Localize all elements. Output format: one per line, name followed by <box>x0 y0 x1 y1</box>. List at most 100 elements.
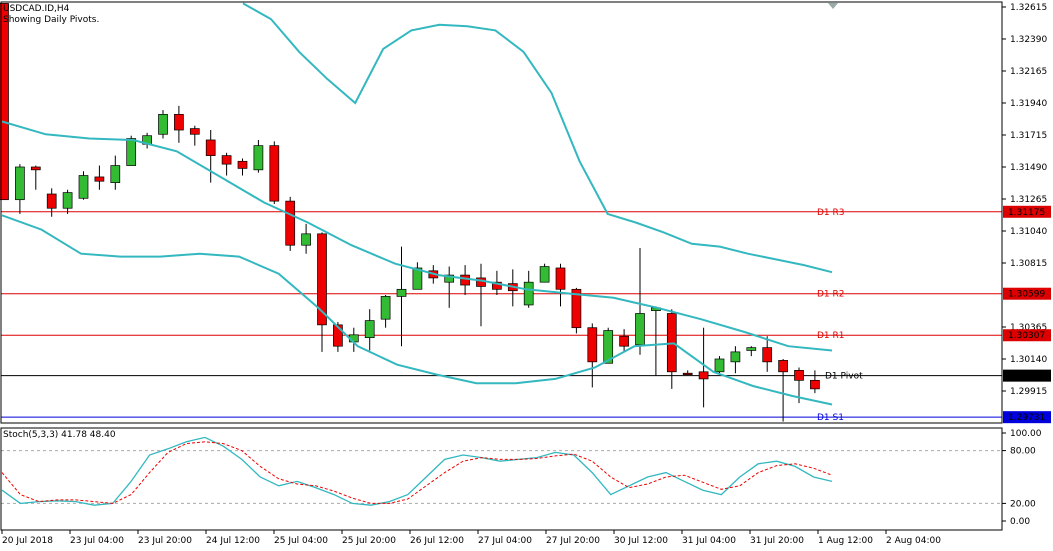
bear-candle <box>571 288 582 329</box>
bear-candle <box>682 372 693 375</box>
bull-candle <box>364 320 375 339</box>
bull-candle <box>253 145 264 171</box>
bear-candle <box>94 176 105 182</box>
pivot-price-tag <box>1003 287 1051 300</box>
time-tick-label: 27 Jul 04:00 <box>478 536 532 546</box>
bear-candle <box>174 114 184 131</box>
time-tick-label: 24 Jul 12:00 <box>206 536 260 546</box>
time-tick-label: 20 Jul 2018 <box>2 536 53 546</box>
bull-candle <box>158 114 168 135</box>
bull-candle <box>126 138 137 166</box>
bear-candle <box>317 233 327 326</box>
price-tick-label: 1.31040 <box>1010 227 1047 237</box>
price-tick-label: 1.32615 <box>1010 3 1047 13</box>
bollinger-upper <box>242 2 833 274</box>
price-tick-label: 1.30815 <box>1010 259 1047 269</box>
bull-candle <box>730 351 741 363</box>
bull-candle <box>523 281 534 306</box>
pivot-price-label: 1.31175 <box>1008 208 1045 218</box>
stochastic-pane <box>1 436 1002 506</box>
time-tick-label: 2 Aug 04:00 <box>886 536 941 546</box>
stoch-signal-line <box>1 441 833 504</box>
price-tick-label: 1.30365 <box>1010 323 1047 333</box>
bull-candle <box>746 347 757 351</box>
bear-candle <box>810 379 820 390</box>
bear-candle <box>269 145 280 202</box>
bull-candle <box>539 266 550 283</box>
bear-candle <box>285 200 296 246</box>
bull-candle <box>603 330 614 364</box>
bull-candle <box>396 288 407 297</box>
bull-candle <box>301 233 311 246</box>
time-tick-label: 30 Jul 12:00 <box>614 536 668 546</box>
pivot-price-tag <box>1003 205 1051 218</box>
bollinger-lower <box>1 214 833 406</box>
pivot-level-name: D1 Pivot <box>825 372 863 382</box>
stoch-main-line <box>1 436 833 506</box>
pivot-price-tag <box>1003 329 1051 342</box>
bear-candle <box>221 155 232 165</box>
price-tick-label: 1.30140 <box>1010 355 1047 365</box>
bear-candle <box>778 360 788 373</box>
time-tick-label: 26 Jul 12:00 <box>410 536 464 546</box>
time-tick-label: 23 Jul 04:00 <box>70 536 124 546</box>
bear-candle <box>0 3 9 201</box>
pivot-level-name: D1 R2 <box>817 290 845 300</box>
bear-candle <box>762 347 773 363</box>
price-tick-label: 1.32165 <box>1010 67 1047 77</box>
bull-candle <box>78 175 89 199</box>
stoch-tick-label: 80.00 <box>1010 447 1036 457</box>
stoch-tick-label: 100.00 <box>1010 429 1042 439</box>
bear-candle <box>189 128 200 135</box>
stoch-tick-label: 20.00 <box>1010 499 1036 509</box>
stoch-label: Stoch(5,3,3) 41.78 48.40 <box>3 430 116 440</box>
price-tick-label: 1.29915 <box>1010 387 1047 397</box>
bull-candle <box>15 166 25 201</box>
stoch-pane-frame <box>0 427 1003 531</box>
bull-candle <box>380 296 391 320</box>
price-pane: D1 R3 D1 R2 D1 R1 D1 Pivot D1 S1 <box>0 2 1002 423</box>
bear-candle <box>205 139 216 156</box>
pivot-price-label: 1.30599 <box>1008 290 1045 300</box>
time-tick-label: 1 Aug 12:00 <box>818 536 873 546</box>
bull-candle <box>635 313 645 346</box>
bear-candle <box>555 267 566 290</box>
pivot-level-name: D1 R1 <box>817 331 845 341</box>
time-tick-label: 25 Jul 04:00 <box>274 536 328 546</box>
bear-candle <box>333 324 343 347</box>
bollinger-middle <box>1 120 833 352</box>
bear-candle <box>46 193 57 209</box>
bear-candle <box>30 166 41 171</box>
pivot-price-label: 1.30307 <box>1008 331 1045 341</box>
bull-candle <box>444 274 455 283</box>
pivot-price-label: 1.30023 <box>1008 372 1045 382</box>
bear-candle <box>698 371 709 380</box>
price-tick-label: 1.31715 <box>1010 131 1047 141</box>
price-tick-label: 1.32390 <box>1010 35 1047 45</box>
chart-symbol: USDCAD.ID,H4 <box>3 4 70 14</box>
pivot-price-tag <box>1003 411 1051 424</box>
pivot-price-tag <box>1003 369 1051 382</box>
chart-shift-marker <box>828 3 838 9</box>
pivot-level-name: D1 R3 <box>817 208 845 218</box>
bull-candle <box>412 267 423 290</box>
bear-candle <box>237 160 248 169</box>
stoch-tick-label: 0.00 <box>1010 517 1030 527</box>
pivot-note: Showing Daily Pivots. <box>3 15 100 25</box>
price-tick-label: 1.31940 <box>1010 99 1047 109</box>
pivot-price-label: 1.29731 <box>1008 413 1045 423</box>
time-tick-label: 25 Jul 20:00 <box>342 536 396 546</box>
bull-candle <box>714 358 725 373</box>
price-pane-frame <box>0 1 1003 424</box>
bear-candle <box>587 327 598 363</box>
time-tick-label: 27 Jul 20:00 <box>546 536 600 546</box>
time-tick-label: 23 Jul 20:00 <box>138 536 192 546</box>
time-tick-label: 31 Jul 04:00 <box>682 536 736 546</box>
price-tick-label: 1.31265 <box>1010 195 1047 205</box>
bear-candle <box>460 274 470 286</box>
pivot-level-name: D1 S1 <box>817 413 844 423</box>
price-tick-label: 1.31490 <box>1010 163 1047 173</box>
time-tick-label: 31 Jul 20:00 <box>750 536 804 546</box>
